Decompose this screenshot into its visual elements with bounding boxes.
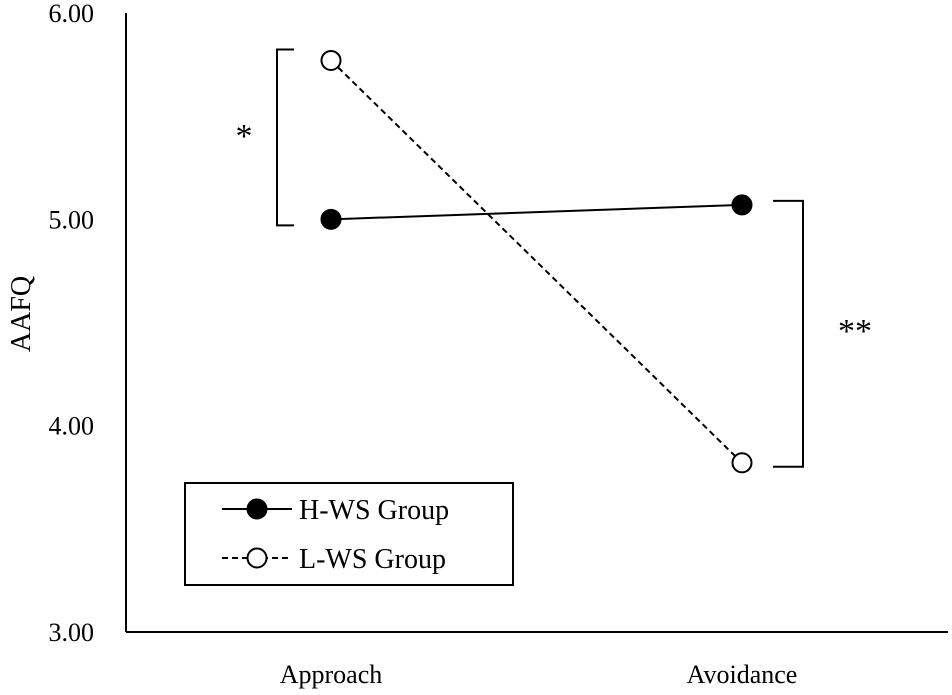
significance-marker-avoidance: ** <box>838 313 872 350</box>
y-axis-title: AAFQ <box>6 276 37 352</box>
series-line-h-ws <box>330 203 743 221</box>
significance-marker-approach: * <box>236 118 253 155</box>
y-tick-label: 3.00 <box>49 618 95 647</box>
significance-bracket-avoidance <box>773 199 804 468</box>
y-tick-label: 4.00 <box>49 412 95 441</box>
y-tick-label: 6.00 <box>49 0 95 28</box>
series-group <box>320 49 753 474</box>
data-point-h-ws-avoidance <box>731 194 753 216</box>
legend-box <box>184 482 514 586</box>
legend-marker-h-ws <box>246 498 268 520</box>
legend: H-WS Group L-WS Group <box>184 482 514 586</box>
data-point-l-ws-approach <box>320 49 342 71</box>
legend-marker-l-ws <box>246 547 268 569</box>
significance-bracket-approach <box>276 48 294 227</box>
series-line-l-ws <box>330 59 743 464</box>
data-point-h-ws-approach <box>320 208 342 230</box>
significance-annotations: *** <box>236 48 872 468</box>
legend-label-h-ws: H-WS Group <box>299 495 449 526</box>
data-point-l-ws-avoidance <box>731 452 753 474</box>
x-tick-label: Avoidance <box>687 660 798 689</box>
x-tick-labels: Approach Avoidance <box>280 660 798 689</box>
legend-label-l-ws: L-WS Group <box>299 544 446 575</box>
y-tick-label: 5.00 <box>49 205 95 234</box>
legend-items: H-WS Group L-WS Group <box>222 495 449 575</box>
x-tick-label: Approach <box>280 660 383 689</box>
y-tick-labels: 3.00 4.00 5.00 6.00 <box>49 0 95 647</box>
